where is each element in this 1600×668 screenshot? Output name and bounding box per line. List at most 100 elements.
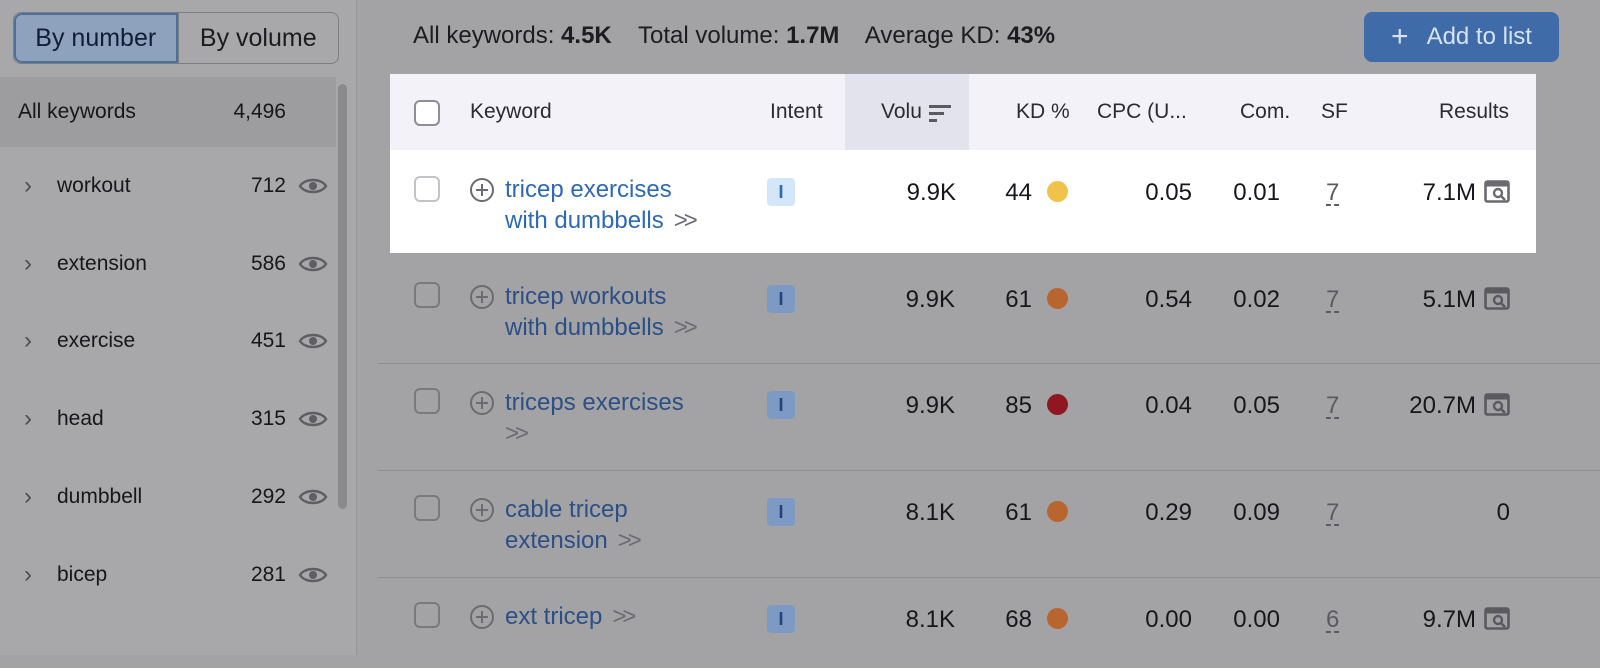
table-row: tricep workouts with dumbbells >> I 9.9K …	[378, 257, 1600, 364]
volume-value: 9.9K	[906, 179, 956, 206]
chevron-right-icon[interactable]: ›	[24, 483, 32, 510]
column-header-com[interactable]: Com.	[1240, 100, 1291, 123]
group-item[interactable]: › head 315	[0, 384, 336, 454]
column-header-cpc[interactable]: CPC (U...	[1097, 100, 1187, 123]
keyword-link[interactable]: tricep workouts with dumbbells >>	[505, 281, 745, 343]
all-keywords-value: 4.5K	[561, 22, 612, 49]
keyword-link[interactable]: tricep exercises with dumbbells >>	[505, 174, 745, 236]
keyword-summary: All keywords: 4.5K Total volume: 1.7M Av…	[413, 22, 1055, 50]
keyword-link[interactable]: ext tricep >>	[505, 601, 805, 632]
by-volume-toggle[interactable]: By volume	[177, 13, 339, 63]
keyword-link[interactable]: triceps exercises >>	[505, 387, 745, 449]
column-header-kd[interactable]: KD %	[1016, 100, 1070, 123]
add-keyword-icon[interactable]	[470, 498, 494, 522]
keyword-text-line1: tricep exercises	[505, 176, 672, 203]
serp-features-count[interactable]: 7	[1326, 179, 1340, 206]
volume-column-header[interactable]: Volu	[845, 74, 969, 150]
chevron-right-icon[interactable]: ›	[24, 405, 32, 432]
serp-preview-icon[interactable]	[1484, 180, 1510, 204]
competition-value: 0.05	[1233, 392, 1280, 419]
group-item[interactable]: › exercise 451	[0, 306, 336, 376]
serp-preview-icon[interactable]	[1484, 393, 1510, 417]
double-chevron-icon[interactable]: >>	[505, 420, 529, 447]
keyword-link[interactable]: cable tricep extension >>	[505, 494, 745, 556]
row-checkbox[interactable]	[414, 602, 440, 628]
column-header-keyword[interactable]: Keyword	[470, 100, 552, 123]
group-count: 292	[250, 485, 286, 508]
kd-value: 68	[1005, 606, 1032, 633]
group-item[interactable]: › dumbbell 292	[0, 462, 336, 532]
cpc-value: 0.54	[1145, 286, 1192, 313]
serp-features-count[interactable]: 6	[1326, 606, 1340, 633]
add-keyword-icon[interactable]	[470, 605, 494, 629]
keyword-text-line2: extension	[505, 527, 608, 554]
chevron-right-icon[interactable]: ›	[24, 327, 32, 354]
eye-icon[interactable]	[298, 254, 328, 274]
keyword-text-line1: ext tricep	[505, 603, 603, 630]
total-volume-value: 1.7M	[786, 22, 840, 49]
kd-value: 85	[1005, 392, 1032, 419]
all-keywords-label: All keywords:	[413, 22, 555, 49]
total-volume-label: Total volume:	[637, 22, 780, 49]
serp-features-count[interactable]: 7	[1326, 392, 1340, 419]
table-row: triceps exercises >> I 9.9K 85 0.04 0.05…	[378, 364, 1600, 471]
row-checkbox[interactable]	[414, 495, 440, 521]
intent-badge: I	[767, 605, 795, 633]
group-item[interactable]: › workout 712	[0, 151, 336, 221]
serp-preview-icon[interactable]	[1484, 607, 1510, 631]
column-header-results[interactable]: Results	[1439, 100, 1510, 123]
column-header-sf[interactable]: SF	[1321, 100, 1348, 123]
add-keyword-icon[interactable]	[470, 178, 494, 202]
serp-preview-icon[interactable]	[1484, 287, 1510, 311]
intent-badge: I	[767, 498, 795, 526]
volume-value: 9.9K	[905, 286, 955, 313]
sidebar-scrollbar[interactable]	[338, 84, 347, 509]
eye-icon[interactable]	[298, 409, 328, 429]
intent-badge: I	[767, 391, 795, 419]
column-header-intent[interactable]: Intent	[770, 100, 823, 123]
cpc-value: 0.04	[1145, 392, 1192, 419]
add-keyword-icon[interactable]	[470, 391, 494, 415]
group-label: extension	[57, 252, 147, 275]
by-number-toggle[interactable]: By number	[14, 13, 178, 63]
select-all-checkbox[interactable]	[414, 100, 440, 126]
group-item[interactable]: › extension 586	[0, 229, 336, 299]
volume-value: 9.9K	[905, 392, 955, 419]
serp-features-count[interactable]: 7	[1326, 286, 1340, 313]
cpc-value: 0.29	[1145, 499, 1192, 526]
row-checkbox[interactable]	[414, 388, 440, 414]
keyword-groups-sidebar: By number By volume All keywords 4,496 ›…	[0, 0, 357, 655]
eye-icon[interactable]	[298, 331, 328, 351]
double-chevron-icon[interactable]: >>	[673, 207, 698, 234]
volume-value: 8.1K	[905, 606, 955, 633]
add-keyword-icon[interactable]	[470, 285, 494, 309]
chevron-right-icon[interactable]: ›	[24, 561, 32, 588]
kd-indicator-dot	[1047, 608, 1068, 629]
keyword-text-line1: tricep workouts	[505, 283, 667, 310]
group-item[interactable]: › bicep 281	[0, 540, 336, 610]
double-chevron-icon[interactable]: >>	[612, 603, 636, 630]
all-keywords-group[interactable]: All keywords 4,496	[0, 77, 336, 147]
row-checkbox[interactable]	[414, 282, 440, 308]
group-count: 281	[250, 563, 286, 586]
intent-badge: I	[767, 178, 795, 206]
double-chevron-icon[interactable]: >>	[617, 527, 642, 554]
competition-value: 0.01	[1233, 179, 1280, 206]
chevron-right-icon[interactable]: ›	[24, 250, 32, 277]
eye-icon[interactable]	[298, 565, 328, 585]
group-label: head	[57, 407, 104, 430]
eye-icon[interactable]	[298, 176, 328, 196]
add-to-list-button[interactable]: + Add to list	[1364, 12, 1559, 62]
group-count: 712	[250, 174, 286, 197]
plus-icon: +	[1391, 20, 1409, 53]
double-chevron-icon[interactable]: >>	[673, 314, 698, 341]
serp-features-count[interactable]: 7	[1326, 499, 1340, 526]
group-label: workout	[57, 174, 131, 197]
group-label: exercise	[57, 329, 136, 352]
cpc-value: 0.00	[1145, 606, 1192, 633]
competition-value: 0.00	[1233, 606, 1280, 633]
eye-icon[interactable]	[298, 487, 328, 507]
chevron-right-icon[interactable]: ›	[24, 172, 32, 199]
row-checkbox[interactable]	[414, 176, 440, 202]
sort-descending-icon[interactable]	[929, 104, 951, 122]
